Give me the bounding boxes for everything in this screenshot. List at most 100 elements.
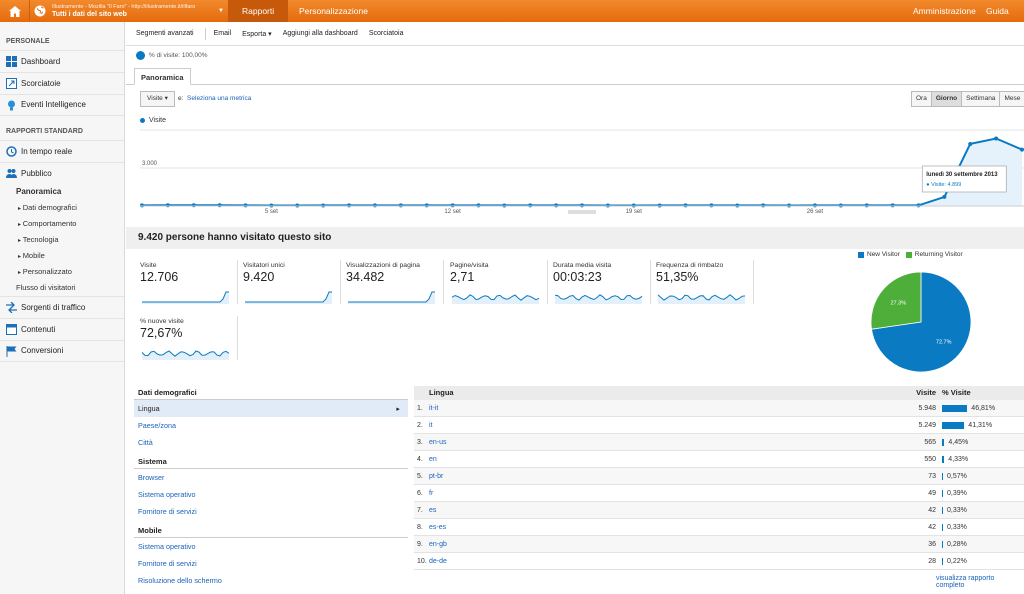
table-row[interactable]: 2. it 5.249 41,31% (414, 417, 1024, 434)
pie-slice[interactable] (870, 271, 922, 330)
add-to-dashboard-button[interactable]: Aggiungi alla dashboard (282, 30, 358, 37)
metric-tile[interactable]: Frequenza di rimbalzo 51,35% (656, 260, 754, 304)
language-link[interactable]: en-us (429, 439, 447, 446)
sidebar-item-demografici[interactable]: Dati demografici (0, 200, 124, 216)
range-mese-button[interactable]: Mese (999, 91, 1024, 107)
table-row[interactable]: 6. fr 49 0,39% (414, 485, 1024, 502)
sidebar-item-scorciatoie[interactable]: Scorciatoie (0, 72, 124, 94)
account-selector[interactable]: Illustramente - Mozilla "Il Faro" - http… (34, 2, 224, 20)
data-point[interactable] (372, 203, 377, 208)
data-point[interactable] (864, 203, 869, 208)
dem-lingua-row[interactable]: Lingua ▸ (134, 400, 408, 417)
dem-mobile-fornitore[interactable]: Fornitore di servizi (138, 559, 197, 568)
sidebar-item-conversioni[interactable]: Conversioni (0, 340, 124, 362)
data-point[interactable] (528, 203, 533, 208)
data-point[interactable] (890, 203, 895, 208)
data-point[interactable] (812, 203, 817, 208)
data-point[interactable] (502, 203, 507, 208)
dem-paese[interactable]: Paese/zona (138, 421, 176, 430)
language-link[interactable]: es (429, 507, 437, 514)
data-point[interactable] (398, 203, 403, 208)
language-link[interactable]: de-de (429, 558, 447, 565)
sidebar-item-comportamento[interactable]: Comportamento (0, 216, 124, 232)
table-row[interactable]: 8. es-es 42 0,33% (414, 519, 1024, 536)
help-link[interactable]: Guida (986, 6, 1009, 16)
table-row[interactable]: 9. en-gb 36 0,28% (414, 536, 1024, 553)
segment-indicator[interactable]: % di visite: 100,00% (126, 46, 1024, 64)
select-metric-link[interactable]: Seleziona una metrica (187, 95, 252, 102)
data-point[interactable] (1020, 147, 1024, 152)
sidebar-item-dashboard[interactable]: Dashboard (0, 50, 124, 72)
data-point[interactable] (269, 203, 274, 208)
data-point[interactable] (424, 203, 429, 208)
language-link[interactable]: es-es (429, 524, 447, 531)
data-point[interactable] (450, 203, 455, 208)
language-link[interactable]: it (429, 422, 433, 429)
sidebar-item-flusso[interactable]: Flusso di visitatori (16, 283, 76, 292)
export-button[interactable]: Esporta ▾ (242, 30, 272, 38)
language-link[interactable]: pt-br (429, 473, 444, 480)
sidebar-item-sorgenti[interactable]: Sorgenti di traffico (0, 296, 124, 318)
data-point[interactable] (838, 203, 843, 208)
metric-tile[interactable]: Visitatori unici 9.420 (243, 260, 341, 304)
sidebar-item-personalizzato[interactable]: Personalizzato (0, 264, 124, 280)
data-point[interactable] (683, 203, 688, 208)
metric-select[interactable]: Visite ▾ (140, 91, 175, 107)
data-point[interactable] (580, 203, 584, 208)
data-point[interactable] (191, 203, 196, 208)
data-point[interactable] (994, 136, 999, 141)
data-point[interactable] (787, 203, 792, 208)
dem-fornitore[interactable]: Fornitore di servizi (138, 507, 197, 516)
range-ora-button[interactable]: Ora (911, 91, 932, 107)
visitor-pie-chart[interactable]: 72.7% 27.3% (866, 267, 976, 377)
data-point[interactable] (709, 203, 714, 208)
data-point[interactable] (657, 203, 662, 208)
data-point[interactable] (321, 203, 326, 208)
dem-sistema-operativo[interactable]: Sistema operativo (138, 490, 196, 499)
table-row[interactable]: 10. de-de 28 0,22% (414, 553, 1024, 570)
home-button[interactable] (0, 0, 30, 22)
metric-tile[interactable]: Durata media visita 00:03:23 (553, 260, 651, 304)
table-row[interactable]: 5. pt-br 73 0,57% (414, 468, 1024, 485)
data-point[interactable] (217, 203, 222, 208)
language-link[interactable]: it-it (429, 405, 439, 412)
metric-tile[interactable]: Visite 12.706 (140, 260, 238, 304)
data-point[interactable] (916, 203, 921, 208)
advanced-segments-button[interactable]: Segmenti avanzati (136, 30, 194, 37)
range-settimana-button[interactable]: Settimana (961, 91, 1001, 107)
data-point[interactable] (968, 141, 973, 146)
data-point[interactable] (761, 203, 766, 208)
language-link[interactable]: en (429, 456, 437, 463)
metric-tile[interactable]: Visualizzazioni di pagina 34.482 (346, 260, 444, 304)
data-point[interactable] (942, 194, 947, 199)
sidebar-item-contenuti[interactable]: Contenuti (0, 318, 124, 340)
data-point[interactable] (347, 203, 352, 208)
chart-resize-handle[interactable] (568, 210, 596, 214)
shortcut-button[interactable]: Scorciatoia (368, 30, 404, 37)
data-point[interactable] (140, 203, 144, 208)
data-point[interactable] (735, 203, 740, 208)
language-link[interactable]: fr (429, 490, 434, 497)
sidebar-item-tecnologia[interactable]: Tecnologia (0, 232, 124, 248)
tab-rapporti[interactable]: Rapporti (228, 0, 289, 22)
tab-personalizzazione[interactable]: Personalizzazione (299, 6, 368, 16)
dem-citta[interactable]: Città (138, 438, 153, 447)
dem-risoluzione[interactable]: Risoluzione dello schermo (138, 576, 222, 585)
language-link[interactable]: en-gb (429, 541, 447, 548)
data-point[interactable] (476, 203, 481, 208)
sidebar-item-pubblico[interactable]: Pubblico (0, 162, 124, 184)
dem-browser[interactable]: Browser (138, 473, 165, 482)
sidebar-item-realtime[interactable]: In tempo reale (0, 140, 124, 162)
tab-panoramica[interactable]: Panoramica (134, 68, 191, 85)
metric-tile[interactable]: Pagine/visita 2,71 (450, 260, 548, 304)
data-point[interactable] (165, 203, 170, 208)
table-row[interactable]: 1. it-it 5.948 46,81% (414, 400, 1024, 417)
data-point[interactable] (295, 203, 300, 208)
metric-tile[interactable]: % nuove visite 72,67% (140, 316, 238, 360)
table-row[interactable]: 3. en-us 565 4,45% (414, 434, 1024, 451)
email-button[interactable]: Email (213, 30, 232, 37)
visits-line-chart[interactable]: 6.000 3.000 5 set 12 set 19 set 26 set lunedì … (140, 128, 1024, 214)
data-point[interactable] (631, 203, 636, 208)
full-report-link[interactable]: visualizza rapporto completo (936, 575, 995, 589)
table-row[interactable]: 4. en 550 4,33% (414, 451, 1024, 468)
